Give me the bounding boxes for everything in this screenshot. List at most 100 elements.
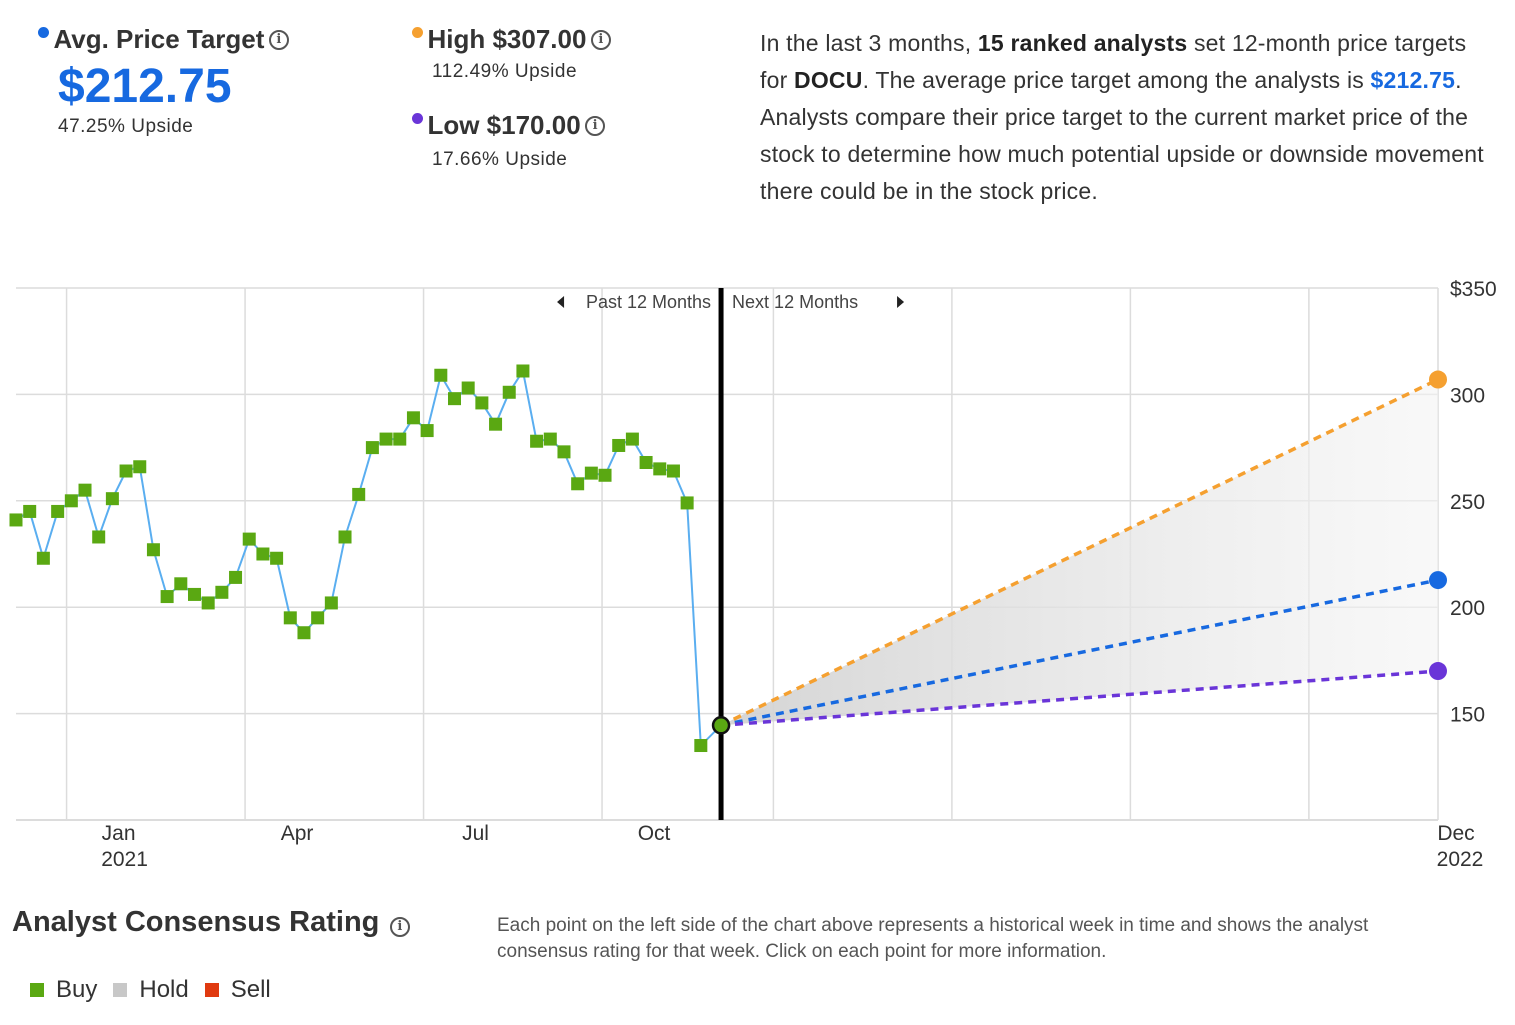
history-line: [15, 368, 722, 748]
avg-dot-icon: [38, 26, 49, 38]
price-target-description: In the last 3 months, 15 ranked analysts…: [760, 25, 1500, 210]
target-line-low: [720, 669, 1439, 728]
history-point[interactable]: [352, 487, 366, 501]
high-target-upside: 112.49% Upside: [432, 61, 578, 82]
history-point[interactable]: [365, 441, 379, 455]
history-point[interactable]: [23, 504, 37, 518]
history-point[interactable]: [64, 494, 78, 508]
high-target-label: High $307.00: [427, 24, 587, 54]
history-point[interactable]: [9, 513, 23, 527]
x-tick-label: Oct: [638, 822, 671, 845]
history-point[interactable]: [420, 424, 434, 438]
history-point[interactable]: [461, 381, 475, 395]
past-label-text: Past 12 Months: [586, 292, 711, 312]
history-point[interactable]: [174, 577, 188, 591]
desc-text-3: . The average price target among the ana…: [862, 67, 1371, 93]
y-tick-label: $350: [1450, 278, 1497, 301]
desc-ticker: DOCU: [794, 67, 863, 93]
history-point[interactable]: [229, 570, 243, 584]
past-12-months-label: Past 12 Months: [557, 292, 711, 312]
history-point[interactable]: [653, 462, 667, 476]
history-series: [9, 364, 722, 753]
history-point[interactable]: [584, 466, 598, 480]
history-point[interactable]: [78, 483, 92, 497]
target-line-high: [720, 377, 1439, 727]
legend-label-hold: Hold: [139, 976, 189, 1003]
history-point[interactable]: [475, 396, 489, 410]
history-point[interactable]: [379, 432, 393, 446]
history-point[interactable]: [92, 530, 106, 544]
history-point[interactable]: [133, 460, 147, 474]
x-tick-year: 2021: [101, 848, 148, 871]
right-triangle-icon: [897, 296, 905, 308]
history-point[interactable]: [694, 739, 708, 753]
history-point[interactable]: [311, 611, 325, 625]
high-info-icon[interactable]: i: [590, 29, 611, 50]
history-point[interactable]: [530, 434, 544, 448]
next-12-months-label: Next 12 Months: [732, 292, 905, 312]
avg-target-block: Avg. Price Target i $212.75 47.25% Upsid…: [38, 24, 289, 138]
y-tick-label: 200: [1450, 597, 1485, 620]
avg-info-icon[interactable]: i: [268, 29, 289, 50]
history-point[interactable]: [215, 585, 229, 599]
history-point[interactable]: [256, 547, 270, 561]
history-point[interactable]: [119, 464, 133, 478]
history-point[interactable]: [557, 445, 571, 459]
x-tick-label: Jul: [462, 822, 489, 845]
history-point[interactable]: [324, 596, 338, 610]
axis-labels: Past 12 Months Next 12 Months $350 300 250 20…: [101, 278, 1497, 871]
history-point[interactable]: [680, 496, 694, 510]
target-point-low[interactable]: [1429, 662, 1447, 681]
history-point[interactable]: [105, 492, 119, 506]
consensus-header: Analyst Consensus Rating i: [12, 906, 410, 939]
history-point[interactable]: [297, 626, 311, 640]
desc-text-2: set 12-month price targets for: [760, 30, 1467, 93]
avg-target-value: $212.75: [58, 60, 232, 113]
left-triangle-icon: [557, 296, 565, 308]
history-point[interactable]: [270, 551, 284, 565]
history-point[interactable]: [625, 432, 639, 446]
consensus-legend: Buy Hold Sell: [30, 976, 287, 1004]
history-point[interactable]: [406, 411, 420, 425]
x-tick-label: Apr: [281, 822, 314, 845]
high-target-block: High $307.00 i 112.49% Upside: [412, 24, 611, 83]
history-point[interactable]: [489, 417, 503, 431]
history-point[interactable]: [393, 432, 407, 446]
history-point[interactable]: [187, 587, 201, 601]
low-info-icon[interactable]: i: [585, 115, 606, 136]
history-point[interactable]: [160, 590, 174, 604]
current-price-point[interactable]: [711, 716, 731, 735]
low-target-upside: 17.66% Upside: [432, 149, 568, 170]
target-point-average[interactable]: [1429, 571, 1447, 590]
history-point[interactable]: [598, 468, 612, 482]
history-point[interactable]: [146, 543, 160, 557]
history-point[interactable]: [639, 455, 653, 469]
history-point[interactable]: [51, 504, 65, 518]
history-point[interactable]: [36, 551, 50, 565]
history-point[interactable]: [666, 464, 680, 478]
target-point-high[interactable]: [1429, 370, 1447, 389]
y-tick-label: 150: [1450, 704, 1485, 727]
history-point[interactable]: [201, 596, 215, 610]
consensus-info-icon[interactable]: i: [389, 916, 410, 937]
y-tick-label: 300: [1450, 384, 1485, 407]
price-target-chart: Past 12 Months Next 12 Months $350 300 250 20…: [9, 278, 1497, 871]
legend-label-buy: Buy: [56, 976, 98, 1003]
history-point[interactable]: [571, 477, 585, 491]
history-point[interactable]: [338, 530, 352, 544]
history-point[interactable]: [502, 385, 516, 399]
consensus-description: Each point on the left side of the chart…: [497, 915, 1369, 962]
next-label-text: Next 12 Months: [732, 292, 858, 312]
target-lines: [720, 370, 1447, 728]
y-tick-label: 250: [1450, 491, 1485, 514]
history-point[interactable]: [447, 392, 461, 406]
history-point[interactable]: [434, 368, 448, 382]
history-point[interactable]: [543, 432, 557, 446]
low-dot-icon: [412, 112, 423, 124]
history-point[interactable]: [612, 438, 626, 452]
history-point[interactable]: [516, 364, 530, 378]
legend-swatch-hold: [113, 983, 128, 997]
history-point[interactable]: [242, 532, 256, 546]
history-point[interactable]: [283, 611, 297, 625]
target-line-average: [720, 578, 1439, 728]
